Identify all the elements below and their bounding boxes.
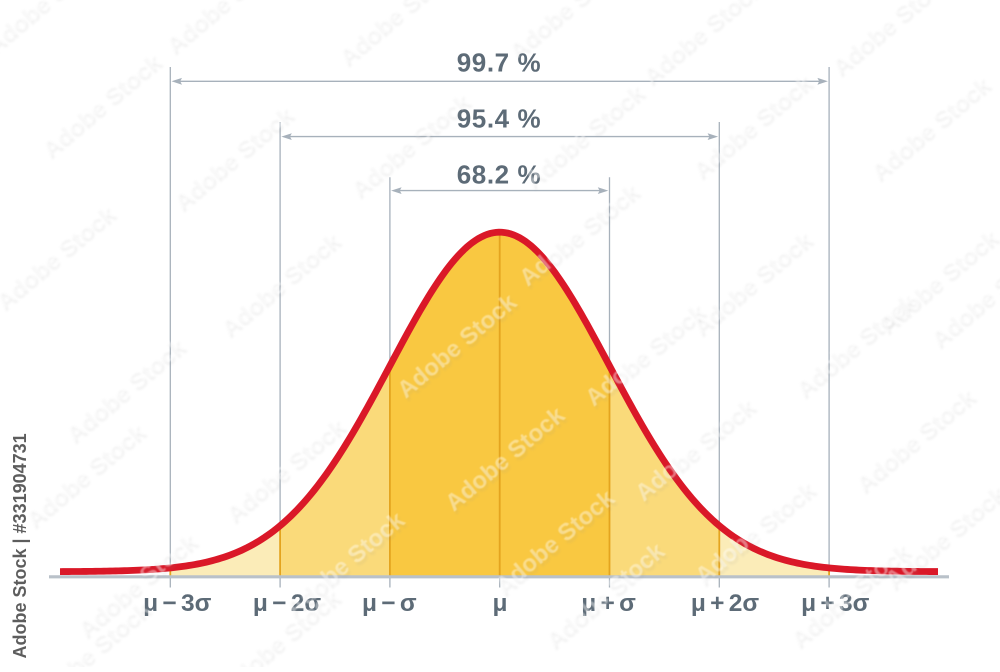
svg-text:μ + 3σ: μ + 3σ	[801, 590, 870, 617]
svg-text:Adobe Stock | #331904731: Adobe Stock | #331904731	[10, 433, 30, 658]
svg-text:μ − σ: μ − σ	[362, 590, 417, 617]
svg-text:68.2 %: 68.2 %	[457, 160, 542, 190]
svg-text:μ + 2σ: μ + 2σ	[691, 590, 760, 617]
svg-text:μ: μ	[493, 590, 508, 617]
svg-text:μ − 3σ: μ − 3σ	[143, 590, 212, 617]
svg-text:99.7 %: 99.7 %	[457, 48, 542, 78]
svg-text:μ − 2σ: μ − 2σ	[253, 590, 322, 617]
svg-text:95.4 %: 95.4 %	[457, 104, 542, 134]
svg-text:μ + σ: μ + σ	[581, 590, 636, 617]
